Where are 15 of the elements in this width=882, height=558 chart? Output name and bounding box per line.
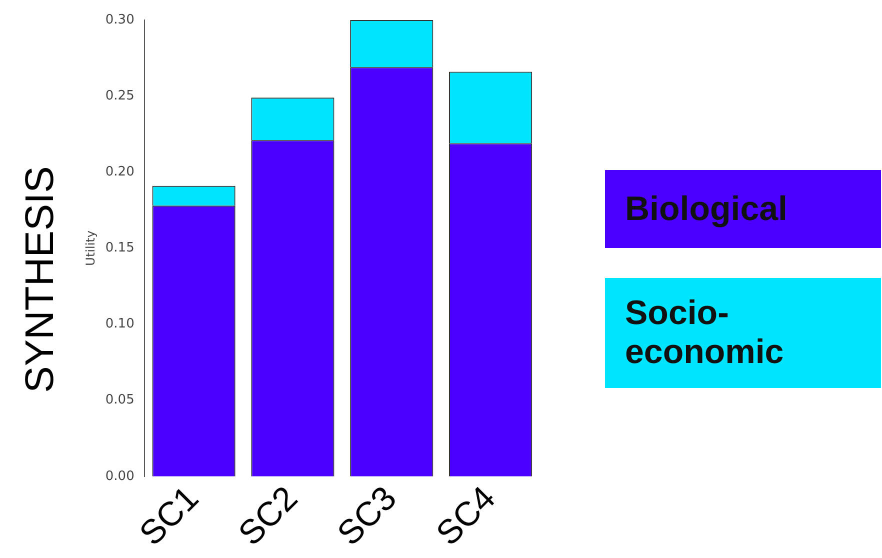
y-tick-label: 0.30 bbox=[105, 12, 134, 28]
y-tick-label: 0.05 bbox=[105, 392, 134, 408]
x-tick-label: SC3 bbox=[330, 479, 404, 553]
text: Socio-economic bbox=[625, 294, 785, 372]
y-tick-label: 0.00 bbox=[105, 468, 134, 484]
y-tick-label: 0.15 bbox=[105, 240, 134, 256]
text: Biological bbox=[625, 190, 788, 228]
x-tick-label: SC4 bbox=[429, 479, 503, 553]
y-tick-label: 0.20 bbox=[105, 164, 134, 180]
text: SYNTHESIS bbox=[18, 166, 62, 392]
x-tick-label: SC2 bbox=[231, 479, 305, 553]
y-axis-title: Utility bbox=[83, 230, 98, 266]
x-tick-label: SC1 bbox=[132, 479, 206, 553]
y-tick-label: 0.10 bbox=[105, 316, 134, 332]
y-tick-label: 0.25 bbox=[105, 88, 134, 104]
